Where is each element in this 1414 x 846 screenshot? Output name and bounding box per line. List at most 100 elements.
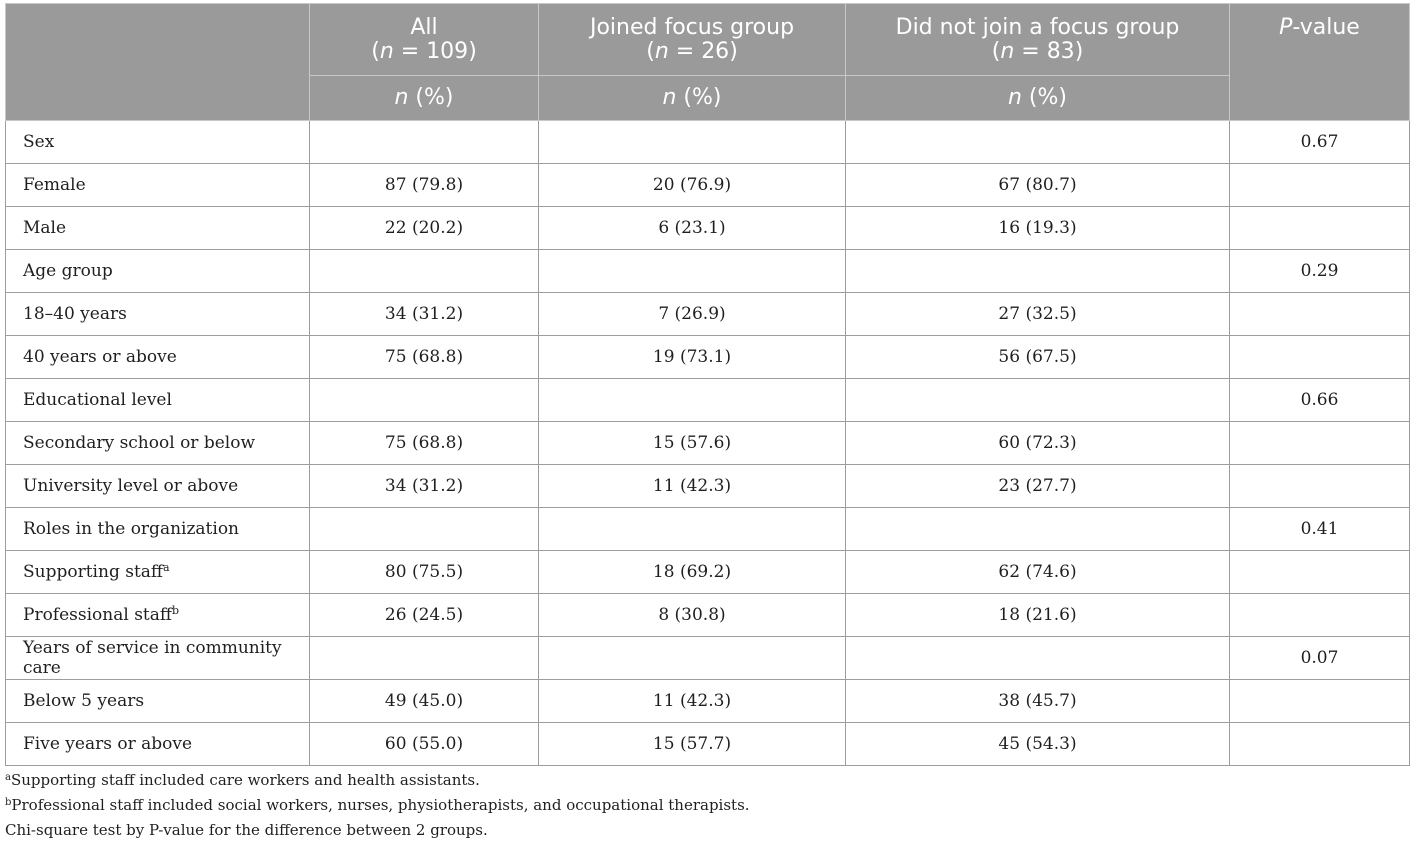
row-label-text: 40 years or above <box>23 347 177 367</box>
cell-joined <box>538 120 846 164</box>
cell-pvalue: 0.66 <box>1229 378 1410 422</box>
table-row: Below 5 years 49 (45.0) 11 (42.3) 38 (45.7) <box>5 679 1410 723</box>
cell-joined-text: 18 (69.2) <box>652 562 732 582</box>
n-symbol: n <box>662 85 677 110</box>
cell-all-text: 34 (31.2) <box>384 304 464 324</box>
header-joined-n: (n = 26) <box>646 39 738 64</box>
unit-text: (%) <box>676 85 722 110</box>
cell-joined: 15 (57.7) <box>538 722 846 766</box>
cell-joined: 18 (69.2) <box>538 550 846 594</box>
cell-joined <box>538 378 846 422</box>
cell-joined-text: 15 (57.7) <box>652 734 732 754</box>
cell-not-joined <box>845 636 1230 680</box>
row-label-text: University level or above <box>23 476 239 496</box>
cell-not-joined-text: 45 (54.3) <box>998 734 1077 754</box>
cell-joined: 7 (26.9) <box>538 292 846 336</box>
cell-pvalue <box>1229 421 1410 465</box>
row-label-text: Male <box>23 218 67 238</box>
row-label-text: Professional staff <box>23 605 172 625</box>
cell-pvalue-text: 0.67 <box>1300 132 1339 152</box>
footnote-text: Professional staff included social worke… <box>11 796 750 814</box>
header-not-joined-n: (n = 83) <box>991 39 1084 64</box>
cell-all <box>309 507 539 551</box>
cell-not-joined-text: 67 (80.7) <box>998 175 1077 195</box>
cell-not-joined-text: 27 (32.5) <box>998 304 1077 324</box>
header-blank-cell <box>5 3 310 121</box>
cell-all-text: 49 (45.0) <box>384 691 464 711</box>
footnote-text: Chi-square test by P-value for the diffe… <box>5 821 488 839</box>
cell-all-text: 26 (24.5) <box>384 605 464 625</box>
cell-pvalue <box>1229 292 1410 336</box>
table-row: Sex 0.67 <box>5 120 1410 164</box>
table-row: Years of service in community care 0.07 <box>5 636 1410 680</box>
footnote-marker: a <box>5 772 11 783</box>
cell-joined-text: 15 (57.6) <box>652 433 732 453</box>
cell-all: 34 (31.2) <box>309 464 539 508</box>
cell-not-joined: 23 (27.7) <box>845 464 1230 508</box>
row-label: Male <box>5 206 310 250</box>
row-label-text: Five years or above <box>23 734 193 754</box>
cell-pvalue-text: 0.07 <box>1300 648 1339 668</box>
cell-all <box>309 120 539 164</box>
cell-not-joined-text: 62 (74.6) <box>998 562 1077 582</box>
cell-all: 34 (31.2) <box>309 292 539 336</box>
cell-joined <box>538 636 846 680</box>
cell-not-joined: 27 (32.5) <box>845 292 1230 336</box>
cell-joined: 20 (76.9) <box>538 163 846 207</box>
row-label: University level or above <box>5 464 310 508</box>
cell-all-text: 34 (31.2) <box>384 476 464 496</box>
table-row: Secondary school or below 75 (68.8) 15 (57… <box>5 421 1410 465</box>
cell-pvalue: 0.07 <box>1229 636 1410 680</box>
cell-joined: 11 (42.3) <box>538 464 846 508</box>
cell-not-joined-text: 60 (72.3) <box>998 433 1077 453</box>
cell-all: 60 (55.0) <box>309 722 539 766</box>
cell-not-joined-text: 18 (21.6) <box>998 605 1077 625</box>
cell-not-joined: 60 (72.3) <box>845 421 1230 465</box>
cell-joined-text: 6 (23.1) <box>658 218 726 238</box>
cell-not-joined: 45 (54.3) <box>845 722 1230 766</box>
table-row: Age group 0.29 <box>5 249 1410 293</box>
row-label: Below 5 years <box>5 679 310 723</box>
row-label: Roles in the organization <box>5 507 310 551</box>
row-label: Years of service in community care <box>5 636 310 680</box>
cell-joined: 8 (30.8) <box>538 593 846 637</box>
row-label-text: Female <box>23 175 86 195</box>
cell-not-joined <box>845 249 1230 293</box>
cell-all: 75 (68.8) <box>309 421 539 465</box>
header-not-joined-n-value: 83 <box>1046 39 1075 64</box>
cell-not-joined: 62 (74.6) <box>845 550 1230 594</box>
header-not-joined: Did not join a focus group (n = 83) <box>845 3 1230 76</box>
cell-not-joined-text: 16 (19.3) <box>998 218 1077 238</box>
cell-joined-text: 8 (30.8) <box>658 605 726 625</box>
cell-joined-text: 20 (76.9) <box>652 175 732 195</box>
header-all: All (n = 109) <box>309 3 539 76</box>
cell-pvalue <box>1229 593 1410 637</box>
cell-joined: 15 (57.6) <box>538 421 846 465</box>
row-label: Supporting staffa <box>5 550 310 594</box>
cell-pvalue: 0.29 <box>1229 249 1410 293</box>
table-body: Sex 0.67 Female 87 (79.8) 20 (76.9) 67 (80.7)… <box>5 120 1410 766</box>
footnote-marker: b <box>5 797 12 808</box>
table-row: Female 87 (79.8) 20 (76.9) 67 (80.7) <box>5 163 1410 207</box>
cell-all <box>309 378 539 422</box>
cell-not-joined <box>845 378 1230 422</box>
cell-pvalue-text: 0.29 <box>1300 261 1339 281</box>
cell-all: 22 (20.2) <box>309 206 539 250</box>
footnote-marker: a <box>163 561 170 574</box>
footnote-text: Supporting staff included care workers a… <box>10 771 480 789</box>
table-row: 18–40 years 34 (31.2) 7 (26.9) 27 (32.5) <box>5 292 1410 336</box>
header-joined-n-value: 26 <box>701 39 730 64</box>
cell-pvalue <box>1229 722 1410 766</box>
cell-all-text: 87 (79.8) <box>384 175 464 195</box>
cell-pvalue <box>1229 464 1410 508</box>
header-not-joined-label: Did not join a focus group <box>895 15 1180 40</box>
cell-all-text: 22 (20.2) <box>384 218 464 238</box>
n-symbol: n <box>1000 39 1015 64</box>
n-symbol: n <box>1007 85 1022 110</box>
table-footnotes: aSupporting staff included care workers … <box>5 768 750 843</box>
header-all-label: All <box>410 15 438 40</box>
pvalue-suffix: -value <box>1292 15 1360 40</box>
cell-pvalue <box>1229 206 1410 250</box>
header-pvalue: P-value <box>1229 3 1410 121</box>
cell-joined: 6 (23.1) <box>538 206 846 250</box>
